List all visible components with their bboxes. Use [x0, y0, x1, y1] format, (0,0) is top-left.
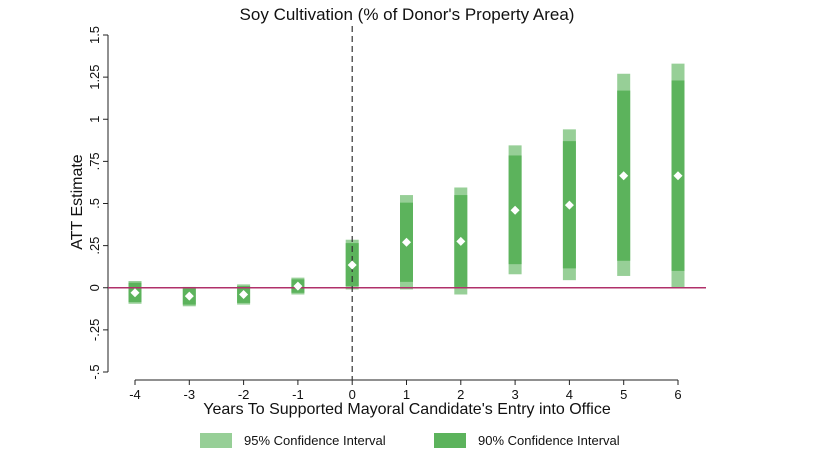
x-tick-label: 6 — [674, 387, 681, 402]
plot-area: -.5 -.25 0 .25 .5 .75 1 1.25 1.5 -4 -3 -2 -1 0 1 2 3 4 5 6 — [87, 26, 706, 402]
legend-label: 90% Confidence Interval — [478, 433, 620, 448]
x-tick-label: -1 — [292, 387, 304, 402]
point-estimate-marker — [673, 171, 683, 181]
x-tick-label: 3 — [511, 387, 518, 402]
x-tick-label: -3 — [184, 387, 196, 402]
point-estimate-marker — [130, 288, 140, 298]
chart-title: Soy Cultivation (% of Donor's Property A… — [240, 5, 575, 24]
x-tick-label: -4 — [129, 387, 141, 402]
y-tick-label: -.25 — [87, 319, 102, 341]
y-tick-label: 1.25 — [87, 64, 102, 89]
point-estimate-marker — [402, 237, 411, 247]
y-tick-label: .75 — [87, 152, 102, 170]
y-tick-label: -.5 — [87, 364, 102, 379]
legend: 95% Confidence Interval 90% Confidence In… — [200, 433, 620, 448]
point-estimate-marker — [184, 291, 194, 301]
legend-swatch — [200, 433, 232, 448]
x-axis-label: Years To Supported Mayoral Candidate's E… — [203, 401, 611, 418]
y-tick-label: .25 — [87, 237, 102, 255]
y-axis-label: ATT Estimate — [69, 154, 86, 250]
x-tick-label: 0 — [349, 387, 356, 402]
y-tick-label: .5 — [87, 198, 102, 209]
point-estimate-marker — [619, 171, 629, 181]
x-tick-label: 5 — [620, 387, 627, 402]
y-tick-label: 1.5 — [87, 26, 102, 44]
legend-label: 95% Confidence Interval — [244, 433, 386, 448]
x-tick-label: 1 — [403, 387, 410, 402]
x-tick-label: -2 — [238, 387, 250, 402]
point-estimate-marker — [456, 236, 466, 246]
point-estimate-marker — [239, 289, 249, 299]
y-tick-label: 1 — [87, 116, 102, 123]
point-estimate-marker — [347, 260, 357, 270]
point-estimate-marker — [293, 281, 303, 291]
y-tick-label: 0 — [87, 284, 102, 291]
x-tick-label: 4 — [566, 387, 573, 402]
x-tick-label: 2 — [457, 387, 464, 402]
legend-swatch — [434, 433, 466, 448]
point-estimate-marker — [564, 200, 574, 210]
point-estimate-marker — [510, 205, 520, 215]
